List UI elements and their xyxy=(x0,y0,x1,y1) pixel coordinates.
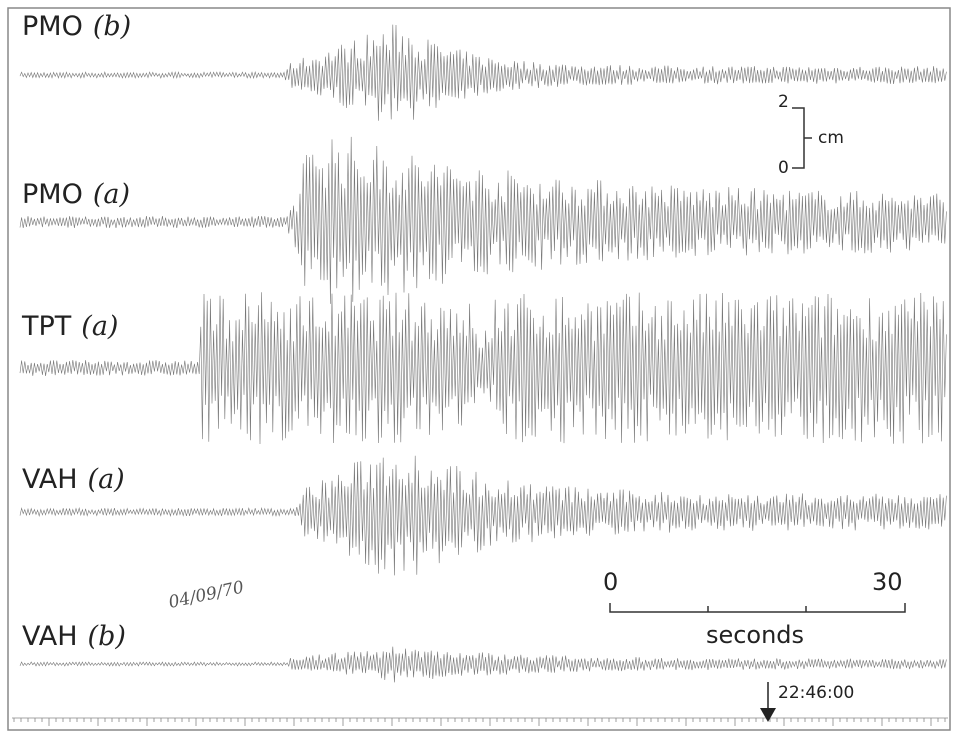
station: PMO xyxy=(22,11,83,42)
trace-label: VAH (a) xyxy=(22,464,125,495)
frame xyxy=(8,8,950,730)
component: (b) xyxy=(93,11,131,42)
component: (b) xyxy=(88,621,126,652)
component: (a) xyxy=(81,311,118,342)
time-start: 0 xyxy=(603,568,618,596)
trace-label: VAH (b) xyxy=(22,621,126,652)
trace-label: PMO (b) xyxy=(22,11,131,42)
time-mark: 22:46:00 xyxy=(778,683,854,703)
station: VAH xyxy=(22,621,78,652)
trace-label: TPT (a) xyxy=(21,311,118,342)
station: PMO xyxy=(22,179,83,210)
time-end: 30 xyxy=(872,568,903,596)
amplitude-bottom: 0 xyxy=(778,158,789,178)
amplitude-unit: cm xyxy=(818,128,844,148)
time-unit: seconds xyxy=(706,621,804,649)
station: TPT xyxy=(21,311,72,342)
station: VAH xyxy=(22,464,78,495)
trace-label: PMO (a) xyxy=(22,179,130,210)
amplitude-top: 2 xyxy=(778,92,789,112)
component: (a) xyxy=(88,464,125,495)
seismogram-figure: PMO(b)PMO(a)TPT(a)VAH(a)VAH(b) 2 0 cm 0 … xyxy=(0,0,954,737)
component: (a) xyxy=(93,179,130,210)
